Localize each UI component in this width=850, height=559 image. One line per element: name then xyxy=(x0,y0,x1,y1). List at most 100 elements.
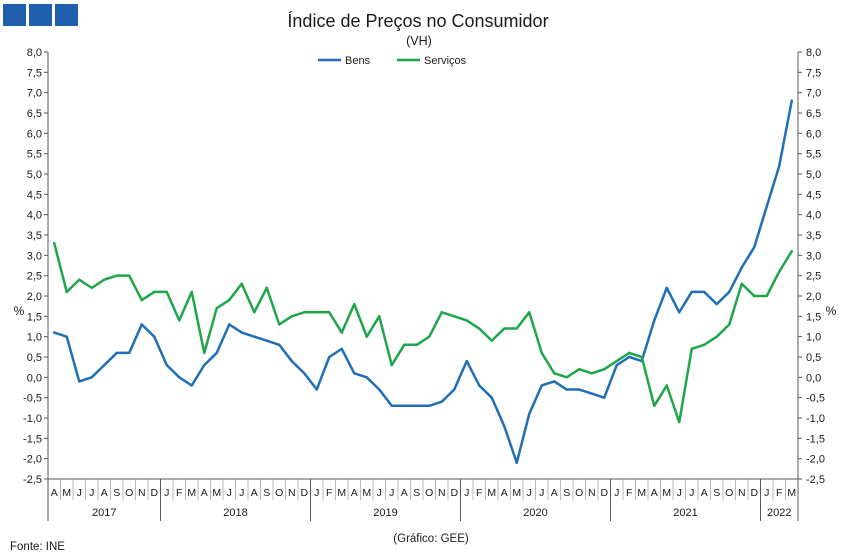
data-point-servicos xyxy=(390,363,393,367)
data-point-bens xyxy=(490,396,493,399)
data-point-servicos xyxy=(215,307,218,310)
data-point-servicos xyxy=(278,323,281,326)
data-point-bens xyxy=(740,266,743,269)
data-point-servicos xyxy=(253,311,256,314)
month-label: A xyxy=(51,487,58,499)
data-point-servicos xyxy=(765,294,768,298)
data-point-bens xyxy=(503,424,506,428)
logo-square-icon xyxy=(29,4,52,26)
data-point-servicos xyxy=(228,298,231,302)
y-tick-label-left: 5,0 xyxy=(27,169,42,181)
data-point-servicos xyxy=(340,331,343,334)
y-tick-label-left: -1,0 xyxy=(23,413,42,425)
month-label: M xyxy=(662,487,671,499)
month-label: N xyxy=(588,487,596,499)
month-label: A xyxy=(351,487,358,499)
data-point-servicos xyxy=(690,347,693,351)
chart-credit: (Gráfico: GEE) xyxy=(393,533,469,545)
data-point-bens xyxy=(253,335,256,338)
data-point-servicos xyxy=(53,241,56,245)
month-label: J xyxy=(689,487,694,499)
data-point-bens xyxy=(190,384,193,387)
data-point-servicos xyxy=(528,311,531,314)
data-point-bens xyxy=(265,339,268,342)
data-point-bens xyxy=(290,359,293,363)
data-point-bens xyxy=(328,355,331,359)
series-servicos xyxy=(53,241,793,424)
data-point-bens xyxy=(390,404,393,407)
y-tick-label-left: 0,5 xyxy=(27,352,42,364)
y-tick-label-right: -2,0 xyxy=(806,454,825,466)
month-label: J xyxy=(764,487,769,499)
series-line-bens xyxy=(53,99,793,464)
y-tick-label-left: 1,5 xyxy=(27,311,42,323)
month-label: J xyxy=(677,487,682,499)
month-label: O xyxy=(275,487,283,499)
data-point-bens xyxy=(690,290,693,294)
month-label: M xyxy=(512,487,521,499)
month-label: A xyxy=(701,487,708,499)
y-tick-label-right: 8,0 xyxy=(806,47,821,59)
data-point-bens xyxy=(678,311,681,314)
data-point-servicos xyxy=(165,290,168,294)
y-tick-label-left: 1,0 xyxy=(27,332,42,344)
y-tick-label-right: -0,5 xyxy=(806,393,825,405)
data-point-servicos xyxy=(540,351,543,355)
data-point-bens xyxy=(553,380,556,383)
data-point-servicos xyxy=(103,278,106,281)
data-point-bens xyxy=(140,323,143,326)
data-point-servicos xyxy=(415,343,418,346)
data-point-bens xyxy=(403,404,406,407)
data-point-servicos xyxy=(515,327,518,330)
data-point-bens xyxy=(478,384,481,387)
month-label: J xyxy=(227,487,232,499)
chart-subtitle: (VH) xyxy=(406,34,432,48)
data-point-servicos xyxy=(140,298,143,302)
y-axis-label-right: % xyxy=(826,304,837,318)
data-point-servicos xyxy=(240,282,243,285)
month-label: O xyxy=(125,487,133,499)
y-tick-label-left: 6,5 xyxy=(27,108,42,120)
data-point-bens xyxy=(665,286,668,290)
data-point-servicos xyxy=(115,274,118,277)
data-point-servicos xyxy=(578,368,581,371)
data-point-bens xyxy=(365,376,368,379)
data-point-servicos xyxy=(365,335,368,338)
chart-title: Índice de Preços no Consumidor xyxy=(287,11,548,31)
data-point-servicos xyxy=(678,420,681,424)
month-label: N xyxy=(288,487,296,499)
data-point-servicos xyxy=(553,372,556,375)
y-tick-label-left: 5,5 xyxy=(27,149,42,161)
y-tick-label-right: 1,5 xyxy=(806,311,821,323)
data-point-servicos xyxy=(90,286,93,290)
legend-label: Bens xyxy=(345,55,371,67)
month-label: J xyxy=(464,487,469,499)
data-point-bens xyxy=(515,461,518,464)
month-label: A xyxy=(651,487,658,499)
data-point-bens xyxy=(628,355,631,359)
y-tick-label-left: -1,5 xyxy=(23,433,42,445)
month-label: J xyxy=(389,487,394,499)
source-note: Fonte: INE xyxy=(10,541,65,553)
month-label: S xyxy=(713,487,720,499)
data-point-bens xyxy=(703,290,706,294)
y-tick-label-left: 2,5 xyxy=(27,271,42,283)
data-point-bens xyxy=(303,372,306,375)
month-label: J xyxy=(377,487,382,499)
month-label: A xyxy=(551,487,558,499)
y-tick-label-right: -1,0 xyxy=(806,413,825,425)
year-label: 2020 xyxy=(523,507,547,519)
data-point-bens xyxy=(415,404,418,407)
data-point-servicos xyxy=(453,315,456,318)
month-label: F xyxy=(626,487,632,499)
data-point-servicos xyxy=(153,290,156,294)
y-tick-label-left: 4,0 xyxy=(27,210,42,222)
y-tick-label-right: -1,5 xyxy=(806,433,825,445)
month-label: M xyxy=(212,487,221,499)
data-point-servicos xyxy=(378,315,381,318)
data-point-servicos xyxy=(190,290,193,294)
data-point-bens xyxy=(565,388,568,391)
data-point-bens xyxy=(728,290,731,294)
y-tick-label-left: 4,5 xyxy=(27,189,42,201)
